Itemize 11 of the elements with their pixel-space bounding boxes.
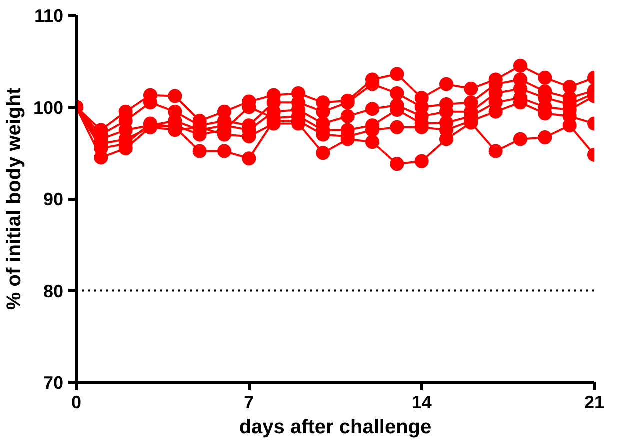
y-tick-label: 100: [33, 98, 64, 118]
y-tick-label: 80: [43, 281, 64, 302]
x-axis-title: days after challenge: [239, 416, 432, 438]
y-tick-label: 70: [43, 373, 64, 393]
y-tick-label: 90: [43, 190, 64, 210]
y-axis-title: % of initial body weight: [3, 88, 26, 310]
x-tick-label: 14: [412, 392, 432, 412]
x-tick-label: 0: [71, 392, 82, 412]
x-tick-label: 7: [244, 392, 254, 412]
y-tick-label: 110: [34, 6, 64, 26]
x-tick-label: 21: [584, 392, 605, 412]
